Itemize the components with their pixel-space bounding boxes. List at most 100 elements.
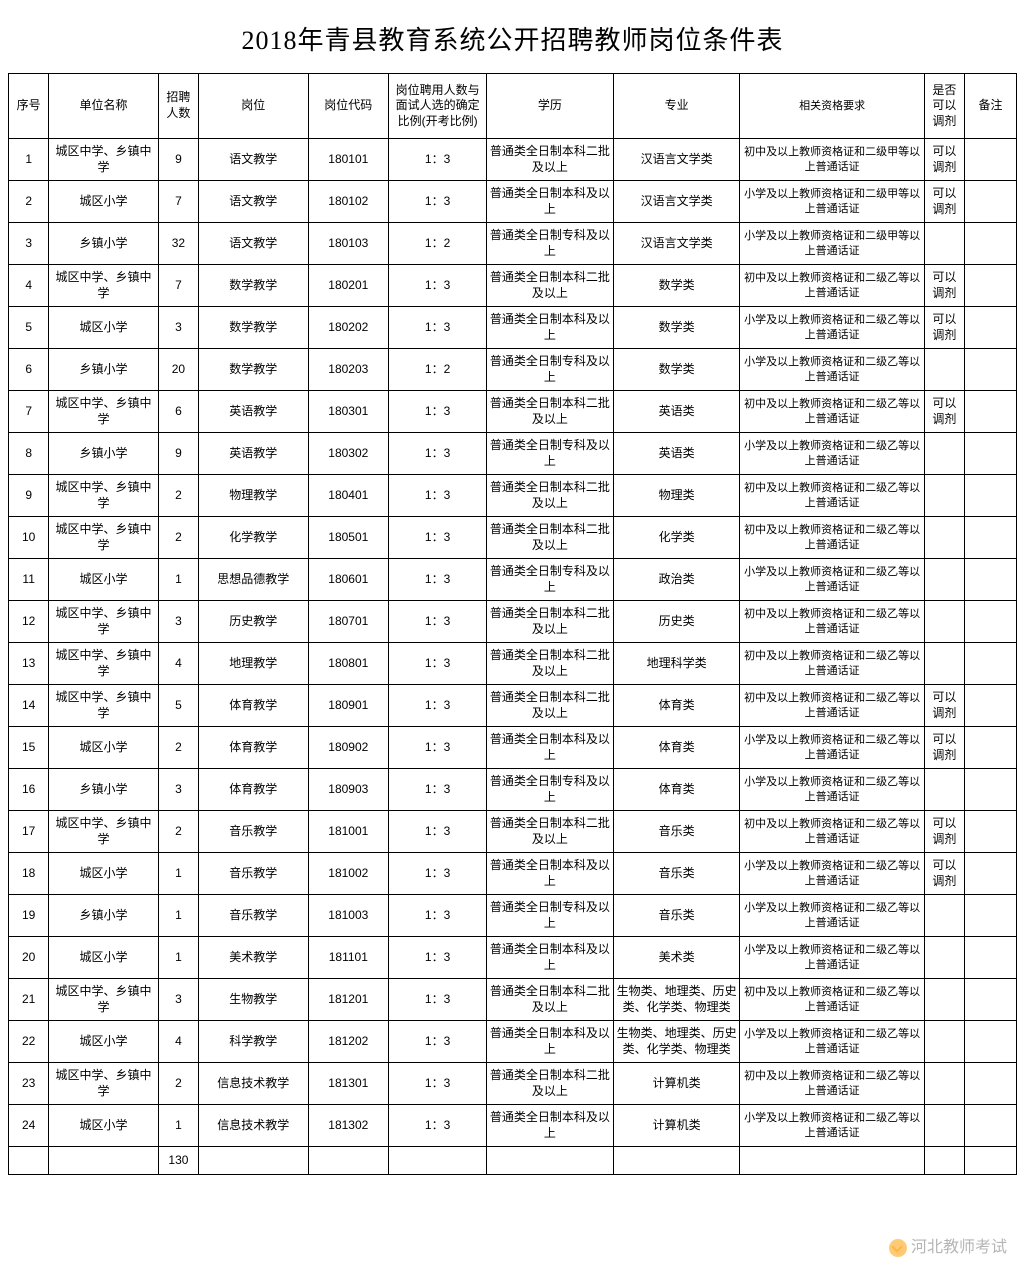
cell-remark (965, 979, 1017, 1021)
cell-ratio: 1：3 (389, 139, 487, 181)
cell-code: 181201 (308, 979, 389, 1021)
cell-unit: 城区中学、乡镇中学 (49, 811, 158, 853)
total-ratio (389, 1147, 487, 1175)
cell-edu: 普通类全日制专科及以上 (487, 895, 614, 937)
cell-edu: 普通类全日制本科及以上 (487, 181, 614, 223)
cell-seq: 2 (9, 181, 49, 223)
cell-ratio: 1：3 (389, 769, 487, 811)
table-row: 23城区中学、乡镇中学2信息技术教学1813011：3普通类全日制本科二批及以上… (9, 1063, 1017, 1105)
cell-seq: 18 (9, 853, 49, 895)
cell-count: 7 (158, 181, 198, 223)
cell-req: 小学及以上教师资格证和二级乙等以上普通话证 (740, 727, 924, 769)
cell-edu: 普通类全日制本科二批及以上 (487, 391, 614, 433)
cell-position: 体育教学 (199, 727, 308, 769)
cell-ratio: 1：3 (389, 727, 487, 769)
cell-unit: 城区小学 (49, 559, 158, 601)
cell-position: 语文教学 (199, 181, 308, 223)
cell-edu: 普通类全日制本科二批及以上 (487, 1063, 614, 1105)
total-major (613, 1147, 740, 1175)
cell-seq: 10 (9, 517, 49, 559)
cell-unit: 城区中学、乡镇中学 (49, 685, 158, 727)
cell-req: 初中及以上教师资格证和二级乙等以上普通话证 (740, 979, 924, 1021)
cell-count: 3 (158, 769, 198, 811)
cell-adjust (924, 433, 964, 475)
cell-req: 小学及以上教师资格证和二级乙等以上普通话证 (740, 307, 924, 349)
cell-unit: 城区小学 (49, 853, 158, 895)
total-edu (487, 1147, 614, 1175)
cell-unit: 城区小学 (49, 181, 158, 223)
cell-major: 历史类 (613, 601, 740, 643)
cell-position: 数学教学 (199, 349, 308, 391)
cell-code: 180201 (308, 265, 389, 307)
cell-count: 5 (158, 685, 198, 727)
cell-edu: 普通类全日制本科及以上 (487, 937, 614, 979)
cell-major: 汉语言文学类 (613, 139, 740, 181)
cell-req: 小学及以上教师资格证和二级乙等以上普通话证 (740, 433, 924, 475)
cell-seq: 4 (9, 265, 49, 307)
cell-unit: 乡镇小学 (49, 895, 158, 937)
cell-remark (965, 1063, 1017, 1105)
cell-major: 物理类 (613, 475, 740, 517)
cell-seq: 7 (9, 391, 49, 433)
cell-major: 生物类、地理类、历史类、化学类、物理类 (613, 979, 740, 1021)
cell-count: 9 (158, 433, 198, 475)
cell-remark (965, 853, 1017, 895)
cell-edu: 普通类全日制本科二批及以上 (487, 475, 614, 517)
cell-code: 181202 (308, 1021, 389, 1063)
cell-code: 180301 (308, 391, 389, 433)
cell-major: 政治类 (613, 559, 740, 601)
cell-position: 信息技术教学 (199, 1105, 308, 1147)
cell-req: 小学及以上教师资格证和二级乙等以上普通话证 (740, 349, 924, 391)
cell-ratio: 1：3 (389, 811, 487, 853)
cell-req: 初中及以上教师资格证和二级乙等以上普通话证 (740, 643, 924, 685)
cell-count: 4 (158, 1021, 198, 1063)
cell-position: 信息技术教学 (199, 1063, 308, 1105)
cell-remark (965, 643, 1017, 685)
cell-position: 思想品德教学 (199, 559, 308, 601)
cell-seq: 20 (9, 937, 49, 979)
cell-major: 英语类 (613, 433, 740, 475)
table-row: 12城区中学、乡镇中学3历史教学1807011：3普通类全日制本科二批及以上历史… (9, 601, 1017, 643)
cell-adjust: 可以调剂 (924, 265, 964, 307)
cell-code: 180901 (308, 685, 389, 727)
cell-ratio: 1：3 (389, 1021, 487, 1063)
cell-major: 生物类、地理类、历史类、化学类、物理类 (613, 1021, 740, 1063)
cell-code: 181001 (308, 811, 389, 853)
cell-remark (965, 1105, 1017, 1147)
cell-major: 计算机类 (613, 1105, 740, 1147)
cell-code: 180103 (308, 223, 389, 265)
table-row: 18城区小学1音乐教学1810021：3普通类全日制本科及以上音乐类小学及以上教… (9, 853, 1017, 895)
cell-remark (965, 349, 1017, 391)
cell-count: 1 (158, 1105, 198, 1147)
cell-edu: 普通类全日制专科及以上 (487, 559, 614, 601)
cell-req: 小学及以上教师资格证和二级乙等以上普通话证 (740, 895, 924, 937)
cell-remark (965, 895, 1017, 937)
cell-edu: 普通类全日制本科及以上 (487, 727, 614, 769)
cell-req: 小学及以上教师资格证和二级甲等以上普通话证 (740, 223, 924, 265)
cell-code: 181003 (308, 895, 389, 937)
cell-edu: 普通类全日制本科二批及以上 (487, 685, 614, 727)
cell-edu: 普通类全日制专科及以上 (487, 223, 614, 265)
cell-position: 音乐教学 (199, 895, 308, 937)
table-row: 3乡镇小学32语文教学1801031：2普通类全日制专科及以上汉语言文学类小学及… (9, 223, 1017, 265)
cell-code: 181101 (308, 937, 389, 979)
cell-count: 7 (158, 265, 198, 307)
cell-major: 英语类 (613, 391, 740, 433)
cell-ratio: 1：3 (389, 643, 487, 685)
cell-seq: 1 (9, 139, 49, 181)
cell-unit: 城区中学、乡镇中学 (49, 139, 158, 181)
table-row: 8乡镇小学9英语教学1803021：3普通类全日制专科及以上英语类小学及以上教师… (9, 433, 1017, 475)
cell-unit: 城区小学 (49, 937, 158, 979)
cell-code: 180302 (308, 433, 389, 475)
header-req: 相关资格要求 (740, 74, 924, 139)
cell-remark (965, 265, 1017, 307)
cell-code: 180101 (308, 139, 389, 181)
cell-adjust: 可以调剂 (924, 307, 964, 349)
cell-remark (965, 937, 1017, 979)
cell-position: 音乐教学 (199, 853, 308, 895)
cell-req: 初中及以上教师资格证和二级乙等以上普通话证 (740, 475, 924, 517)
cell-ratio: 1：3 (389, 937, 487, 979)
cell-count: 1 (158, 895, 198, 937)
cell-seq: 14 (9, 685, 49, 727)
header-ratio: 岗位聘用人数与面试人选的确定比例(开考比例) (389, 74, 487, 139)
